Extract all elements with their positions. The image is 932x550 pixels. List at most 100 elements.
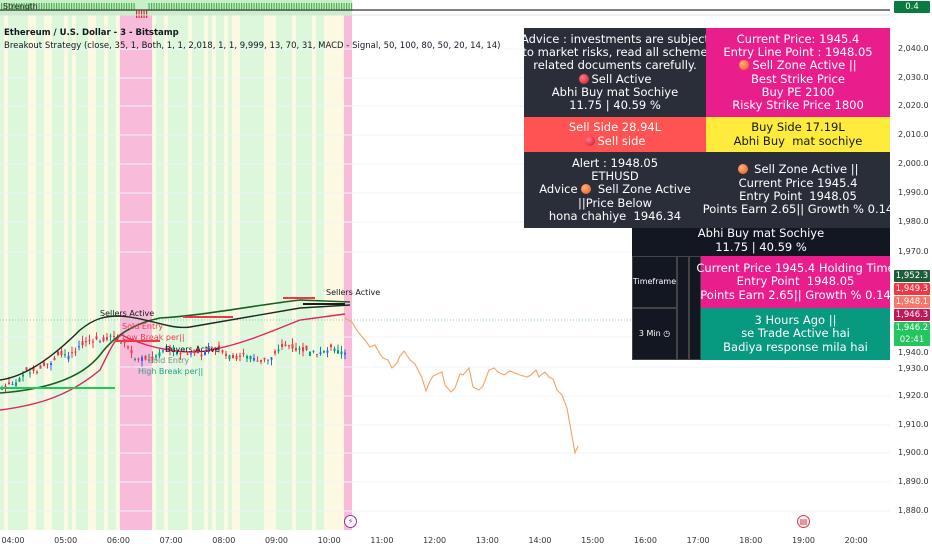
price-axis-label: 1,970.0: [898, 247, 929, 256]
strength-bar: [283, 3, 285, 11]
strength-bar: [146, 10, 148, 18]
candle-body: [130, 350, 133, 354]
candle-body: [319, 352, 322, 354]
candle-body: [260, 359, 262, 362]
signal-band: [256, 15, 260, 530]
candle-body: [312, 350, 315, 352]
strength-bar: [168, 3, 170, 11]
us-flag-event-icon[interactable]: ▤: [797, 515, 810, 528]
candle-body: [267, 359, 269, 361]
signal-band: [76, 15, 80, 530]
timeframe-value-cell: 3 Min ◷: [632, 308, 677, 360]
orange-dot-icon: [737, 164, 748, 175]
candle-body: [151, 356, 154, 360]
trade-active-cell: 3 Hours Ago || se Trade Active hai Badiya …: [701, 308, 890, 360]
candle-body: [123, 341, 126, 343]
candle-body: [134, 359, 136, 361]
candle-body: [302, 347, 304, 352]
signal-band: [112, 15, 116, 530]
candle-body: [326, 350, 329, 353]
strength-bar: [126, 3, 128, 11]
candle-body: [200, 354, 203, 357]
candle-body: [74, 351, 77, 353]
candle-body: [239, 355, 241, 357]
orange-dot-icon: [581, 184, 592, 195]
strength-bar: [141, 10, 143, 18]
strength-bar: [56, 3, 58, 11]
strength-bar: [288, 3, 290, 11]
strength-bar: [43, 3, 45, 11]
signal-band: [40, 15, 44, 530]
strength-bar: [236, 3, 238, 11]
price-axis-label: 2,020.0: [898, 101, 929, 110]
strength-bar: [93, 3, 95, 11]
strength-bar: [98, 3, 100, 11]
strength-bar: [113, 3, 115, 11]
signal-band: [84, 15, 88, 530]
lightning-event-icon[interactable]: ⚡: [344, 515, 357, 528]
signal-band: [312, 15, 316, 530]
strength-bar: [23, 3, 25, 11]
price-axis-label: 2,000.0: [898, 159, 929, 168]
strength-bar: [281, 3, 283, 11]
signal-band: [244, 15, 248, 530]
signal-background-bands: [0, 0, 890, 530]
strength-bar: [88, 3, 90, 11]
candle-body: [1, 388, 3, 390]
strength-bar: [86, 3, 88, 11]
candle-body: [53, 358, 56, 361]
signal-band: [204, 15, 208, 530]
candle-body: [81, 341, 84, 346]
candle-body: [298, 348, 301, 350]
signal-band: [208, 15, 212, 530]
strength-bar: [303, 3, 305, 11]
empty-cell: [677, 256, 689, 360]
strength-bar: [333, 3, 335, 11]
strength-bar: [233, 3, 235, 11]
signal-band: [164, 15, 168, 530]
strength-bar: [8, 3, 10, 11]
candle-body: [85, 341, 87, 343]
strength-bar: [16, 3, 18, 11]
strength-bar: [268, 3, 270, 11]
candle-body: [263, 357, 266, 360]
signal-band: [12, 15, 16, 530]
candle-body: [291, 344, 294, 349]
strength-bar: [48, 3, 50, 11]
price-axis-label: 2,040.0: [898, 44, 929, 53]
strength-bar: [316, 3, 318, 11]
candle-body: [43, 362, 45, 366]
strength-bar: [298, 3, 300, 11]
candle-body: [127, 346, 129, 348]
candle-body: [50, 363, 52, 366]
chart-legend: Ethereum / U.S. Dollar - 3 - Bitstamp Br…: [4, 27, 500, 53]
candle-body: [333, 348, 336, 352]
candle-body: [99, 341, 101, 343]
candle-body: [228, 355, 231, 360]
candle-body: [11, 383, 14, 385]
strength-pane-label: Strength: [3, 2, 38, 11]
strength-bar: [78, 3, 80, 11]
buyers-active-label: Buyers Active: [165, 345, 220, 354]
time-axis-label: 16:00: [633, 536, 657, 545]
symbol-title[interactable]: Ethereum / U.S. Dollar - 3 - Bitstamp: [4, 28, 179, 38]
time-axis-label: 05:00: [54, 536, 78, 545]
candle-body: [274, 351, 276, 354]
candle-body: [305, 345, 308, 350]
signal-band: [4, 15, 8, 530]
candle-body: [281, 344, 283, 347]
signal-band: [260, 15, 264, 530]
strength-bar: [176, 3, 178, 11]
candle-body: [340, 351, 343, 355]
candle-body: [67, 355, 70, 360]
sellers-active-label: Sellers Active: [326, 288, 381, 297]
candle-body: [246, 356, 248, 359]
price-axis-label: 1,980.0: [898, 217, 929, 226]
indicator-title[interactable]: Breakout Strategy (close, 35, 1, Both, 1…: [4, 41, 501, 51]
signal-band: [108, 15, 112, 530]
strength-bar: [266, 3, 268, 11]
strength-bar: [111, 3, 113, 11]
strength-bar: [301, 3, 303, 11]
signal-band: [184, 15, 188, 530]
price-axis-label: 1,910.0: [898, 420, 929, 429]
